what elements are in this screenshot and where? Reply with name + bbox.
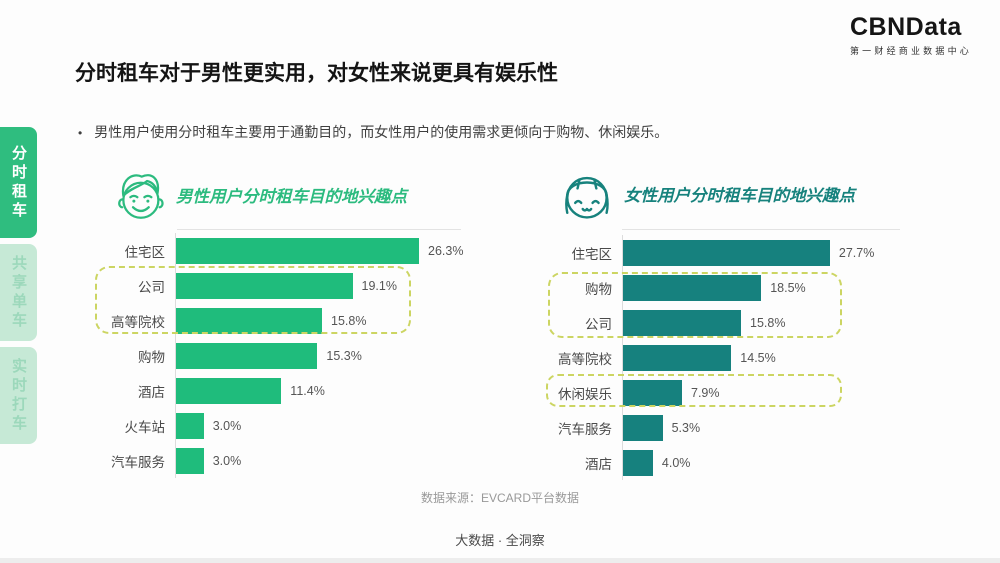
chart-row: 火车站 3.0% [75,408,515,443]
category-label: 汽车服务 [111,454,165,470]
bullet-dot: • [78,126,83,140]
chart-row: 住宅区 26.3% [75,233,515,268]
logo-subtitle-text: 第一财经商业数据中心 [849,46,972,56]
category-label: 住宅区 [124,244,166,260]
chart-row: 购物 18.5% [520,270,990,305]
bar [176,237,419,264]
sidebar-tab-label: 共享单车 [10,254,27,331]
chart-row: 酒店 4.0% [520,445,990,480]
category-label: 高等院校 [111,314,165,330]
bar [623,274,762,301]
male-chart-header: 男性用户分时租车目的地兴趣点 [112,166,407,224]
bar [623,449,653,476]
chart-row: 购物 15.3% [75,338,515,373]
cbndata-logo: CBNData 第一财经商业数据中心 [850,15,972,57]
bar [176,272,353,299]
male-bar-chart: 住宅区 26.3% 公司 19.1% 高等院校 15.8% 购物 15.3% 酒… [75,233,515,478]
category-label: 酒店 [138,384,165,400]
logo-brand-text: CBNData [849,13,962,41]
sidebar-tab-label: 分时租车 [10,144,27,221]
value-label: 7.9% [691,385,720,400]
female-header-underline [622,229,900,230]
sidebar-tab-gongxiangdanche[interactable]: 共享单车 [0,244,37,341]
bar [623,239,830,266]
male-header-underline [177,229,461,230]
summary-bullet: • 男性用户使用分时租车主要用于通勤目的，而女性用户的使用需求更倾向于购物、休闲娱… [78,122,668,142]
chart-row: 汽车服务 3.0% [75,443,515,478]
female-chart-title: 女性用户分时租车目的地兴趣点 [624,187,855,205]
summary-bullet-text: 男性用户使用分时租车主要用于通勤目的，而女性用户的使用需求更倾向于购物、休闲娱乐… [94,124,669,140]
category-label: 汽车服务 [558,421,612,437]
value-label: 18.5% [770,280,806,295]
value-label: 3.0% [212,453,242,468]
value-label: 19.1% [361,278,397,293]
chart-row: 高等院校 14.5% [520,340,990,375]
chart-row: 酒店 11.4% [75,373,515,408]
sidebar-tab-label: 实时打车 [10,357,27,434]
chart-row: 公司 15.8% [520,305,990,340]
bar [176,342,318,369]
bar [176,307,322,334]
category-label: 公司 [138,279,165,295]
bar [176,377,282,404]
value-label: 3.0% [212,418,242,433]
category-label: 高等院校 [558,351,612,367]
bottom-edge-strip [0,558,1000,563]
bar [623,344,732,371]
bar [176,447,204,474]
category-label: 购物 [585,281,612,297]
value-label: 14.5% [740,350,776,365]
footer-slogan: 大数据 · 全洞察 [455,533,545,548]
value-label: 26.3% [428,243,464,258]
page-title: 分时租车对于男性更实用，对女性来说更具有娱乐性 [75,62,558,85]
value-label: 27.7% [838,245,875,260]
chart-row: 住宅区 27.7% [520,235,990,270]
bar [623,309,741,336]
chart-row: 高等院校 15.8% [75,303,515,338]
bar [623,414,663,441]
chart-row: 公司 19.1% [75,268,515,303]
male-face-icon [112,166,168,224]
category-label: 住宅区 [571,246,613,262]
value-label: 11.4% [290,383,325,398]
category-label: 酒店 [585,456,612,472]
value-label: 15.8% [331,313,367,328]
value-label: 15.3% [326,348,362,363]
category-label: 购物 [138,349,165,365]
female-face-icon [556,164,616,224]
category-label: 休闲娱乐 [558,386,612,402]
female-bar-chart: 住宅区 27.7% 购物 18.5% 公司 15.8% 高等院校 14.5% 休… [520,235,990,480]
bar [623,379,682,406]
bar [176,412,204,439]
chart-row: 汽车服务 5.3% [520,410,990,445]
male-chart-title: 男性用户分时租车目的地兴趣点 [176,188,407,206]
female-chart-header: 女性用户分时租车目的地兴趣点 [556,164,855,224]
value-label: 4.0% [661,455,691,470]
data-source-note: 数据来源：EVCARD平台数据 [420,491,579,505]
sidebar-tab-shishidache[interactable]: 实时打车 [0,347,37,444]
category-label: 火车站 [124,419,166,435]
sidebar-tab-shishizuche[interactable]: 分时租车 [0,127,37,238]
category-label: 公司 [585,316,612,332]
value-label: 15.8% [750,315,786,330]
value-label: 5.3% [671,420,701,435]
chart-row: 休闲娱乐 7.9% [520,375,990,410]
